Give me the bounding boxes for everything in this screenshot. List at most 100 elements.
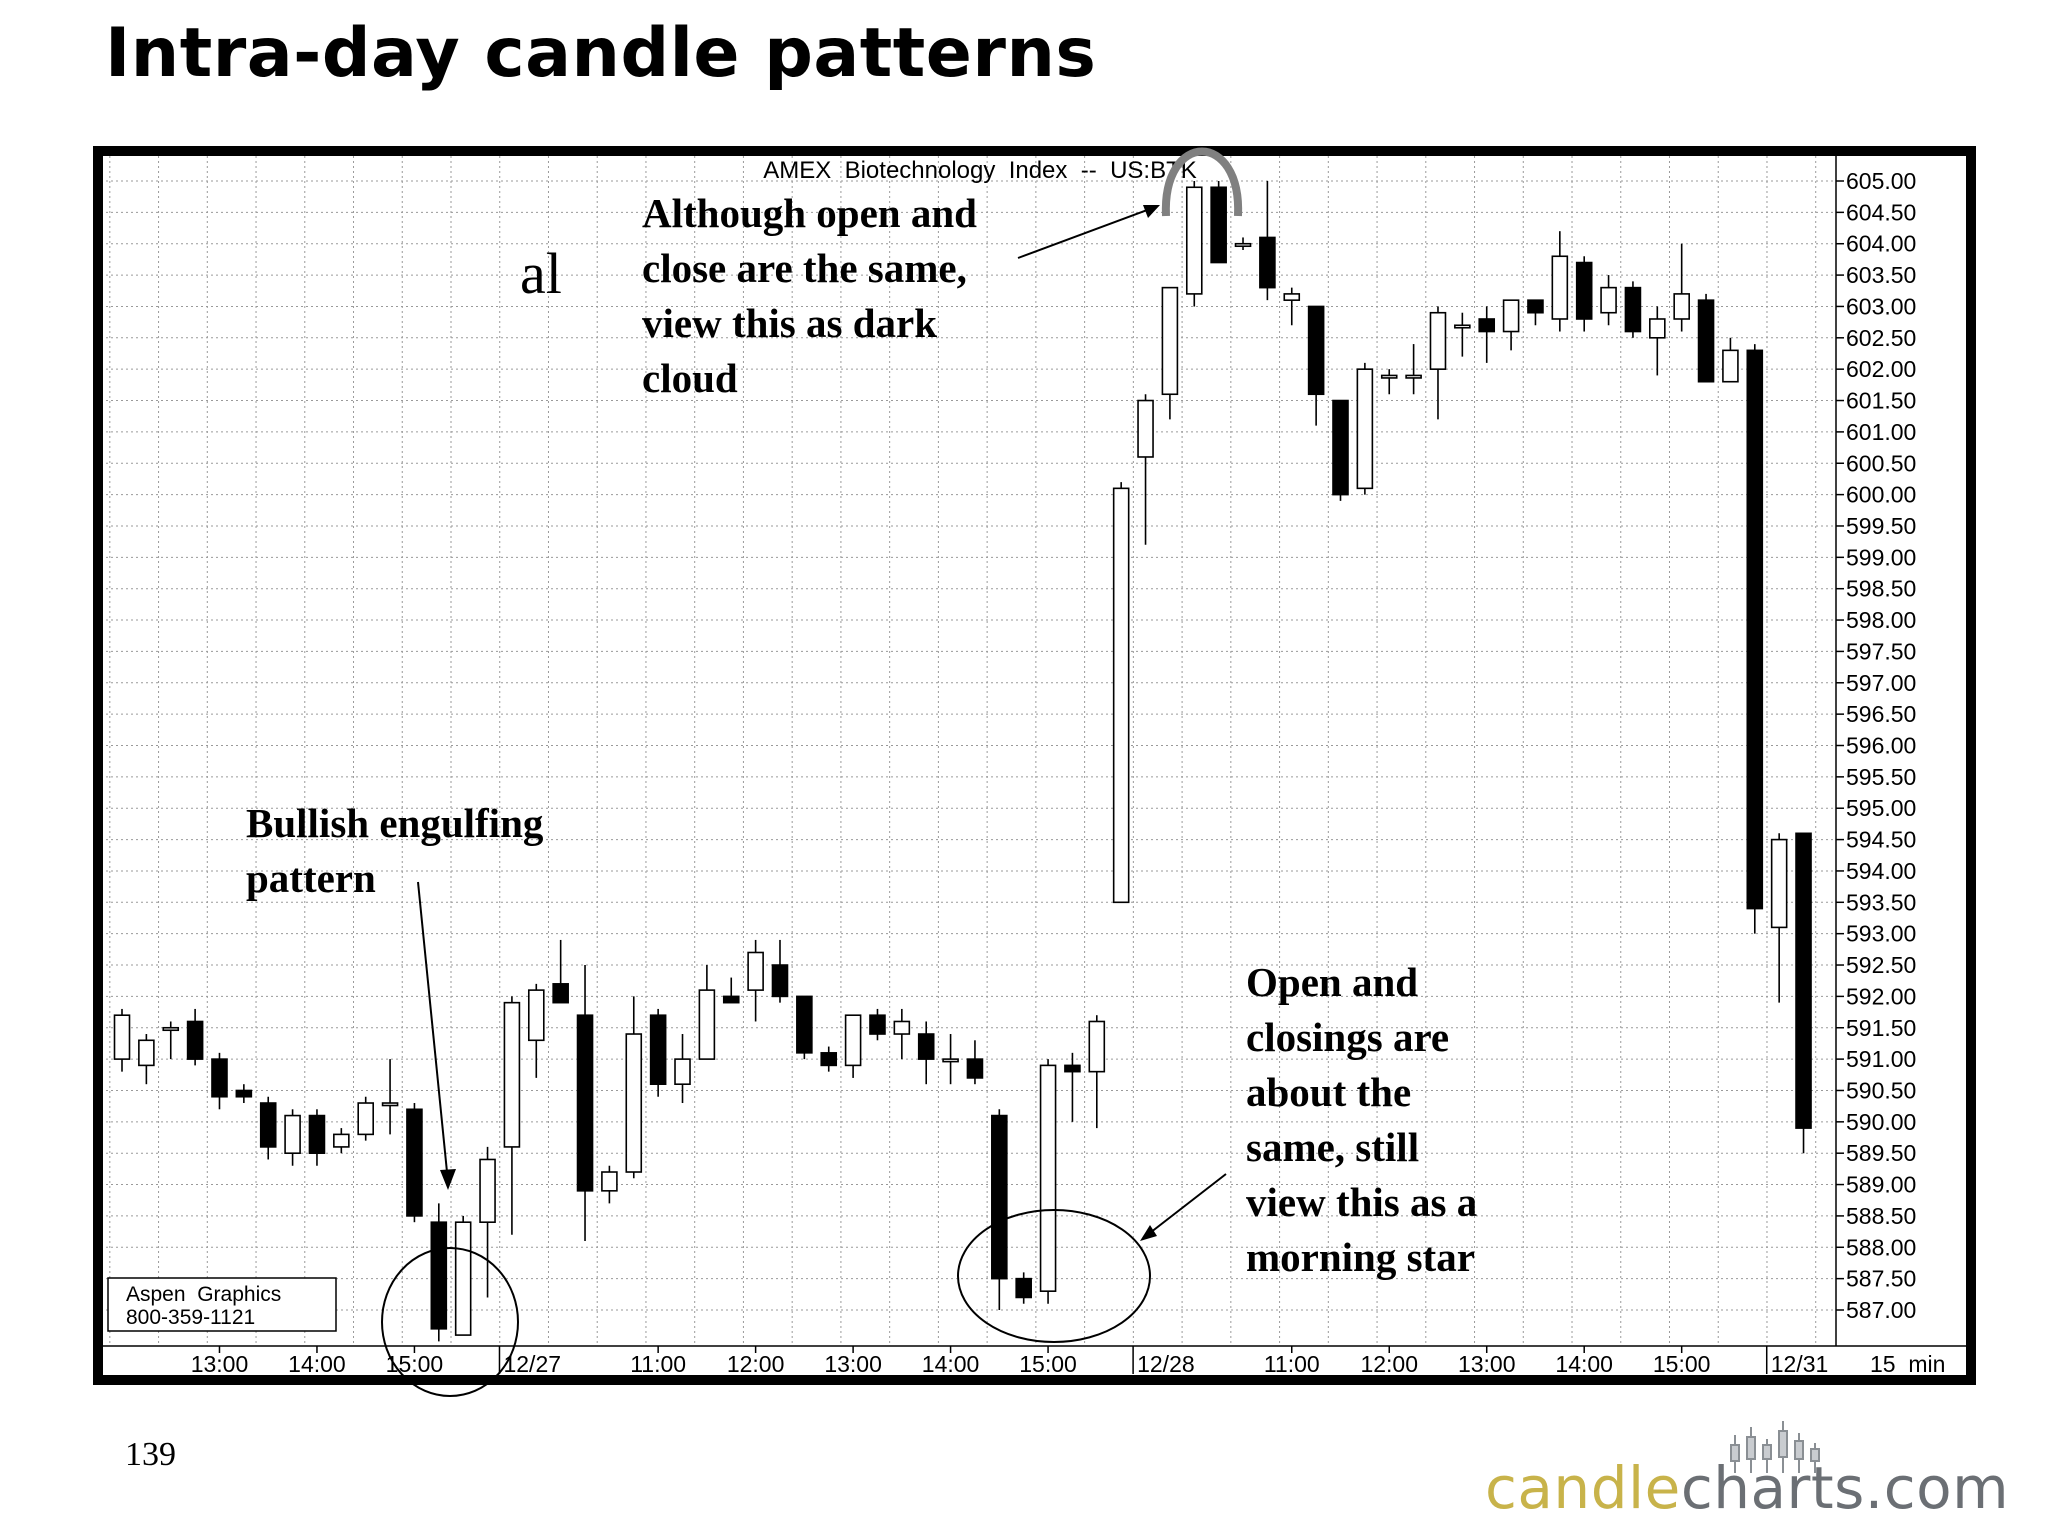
- candle: [235, 1084, 253, 1104]
- y-tick-label: 596.50: [1846, 701, 1916, 727]
- x-tick-label: 13:00: [1458, 1351, 1516, 1377]
- candle: [552, 939, 569, 1004]
- y-tick-label: 601.00: [1846, 419, 1916, 445]
- candle-body: [527, 989, 545, 1042]
- annotation-marks: [381, 147, 1243, 1397]
- candle-body: [430, 1221, 448, 1330]
- y-tick-label: 594.00: [1846, 858, 1916, 884]
- candle: [1112, 482, 1130, 904]
- candle-body: [1600, 286, 1617, 314]
- candle: [1649, 306, 1666, 376]
- page-number: 139: [125, 1436, 176, 1473]
- candle: [406, 1103, 423, 1223]
- dark-cloud-arrowhead: [1143, 205, 1160, 218]
- candle: [1039, 1059, 1057, 1304]
- candle: [186, 1008, 204, 1066]
- interval-label: 15 min: [1870, 1351, 1945, 1377]
- candle-body: [1551, 255, 1569, 320]
- y-tick-label: 601.50: [1846, 388, 1916, 414]
- slide-title: Intra-day candle patterns: [105, 14, 1097, 93]
- candle-body: [1185, 186, 1203, 295]
- y-tick-label: 587.50: [1846, 1266, 1916, 1292]
- candle: [796, 995, 813, 1060]
- candle: [601, 1165, 618, 1204]
- candle-body: [698, 989, 716, 1060]
- candle-body: [1429, 311, 1447, 370]
- y-tick-label: 591.50: [1846, 1015, 1916, 1041]
- x-tick-label: 14:00: [922, 1351, 980, 1377]
- candle: [991, 1109, 1008, 1310]
- morning-star-circle: [957, 1209, 1151, 1343]
- candle: [1575, 256, 1593, 332]
- y-tick-label: 596.00: [1846, 733, 1916, 759]
- candle-body: [381, 1102, 399, 1107]
- candle: [1478, 306, 1496, 363]
- candle-body: [674, 1058, 691, 1085]
- candle: [820, 1046, 838, 1072]
- candle-body: [138, 1039, 155, 1067]
- candle: [698, 965, 716, 1060]
- time-axis: 13:00 14:00 15:00 12/27 11:00 12:00 13:00 14:00…: [191, 1346, 1945, 1377]
- x-tick-label: 14:00: [288, 1351, 346, 1377]
- candle-body: [1137, 399, 1154, 458]
- x-tick-label: 12/31: [1771, 1351, 1829, 1377]
- logo-text-secondary: charts.com: [1680, 1454, 2010, 1522]
- dark-cloud-note: Although open and close are the same, vi…: [642, 190, 977, 401]
- candle-body: [479, 1158, 496, 1223]
- y-tick-label: 592.50: [1846, 952, 1916, 978]
- candle: [284, 1109, 301, 1166]
- candle: [771, 939, 789, 1003]
- x-tick-label: 15:00: [1019, 1351, 1077, 1377]
- candle-body: [552, 983, 569, 1004]
- x-tick-label: 12:00: [1360, 1351, 1418, 1377]
- candle: [1405, 344, 1422, 395]
- x-tick-label: 12/27: [503, 1351, 561, 1377]
- y-tick-label: 604.50: [1846, 199, 1916, 225]
- candle: [942, 1034, 959, 1085]
- y-tick-label: 593.00: [1846, 921, 1916, 947]
- candle: [1527, 299, 1544, 326]
- candle-body: [722, 995, 740, 1004]
- candle-body: [625, 1033, 643, 1173]
- vendor-box: Aspen Graphics 800-359-1121: [107, 1277, 337, 1332]
- y-tick-label: 599.00: [1846, 544, 1916, 570]
- candle-body: [1356, 368, 1374, 490]
- y-tick-label: 598.00: [1846, 607, 1916, 633]
- candle: [1551, 231, 1569, 332]
- candle-body: [820, 1052, 838, 1067]
- candle: [113, 1008, 131, 1072]
- x-tick-label: 11:00: [1264, 1351, 1320, 1377]
- price-axis: 605.00 604.50 604.00 603.50 603.00 602.50 602.…: [1836, 168, 1916, 1323]
- candle: [1624, 281, 1642, 338]
- candle: [1088, 1015, 1106, 1129]
- candle-body: [186, 1020, 204, 1060]
- candle-body: [576, 1014, 594, 1192]
- candle-body: [113, 1014, 131, 1060]
- y-tick-label: 588.00: [1846, 1234, 1916, 1260]
- candle-body: [1015, 1277, 1032, 1299]
- candle-body: [1770, 838, 1788, 929]
- y-tick-label: 598.50: [1846, 576, 1916, 602]
- candle: [381, 1059, 399, 1135]
- bullish-engulfing-note: Bullish engulfing pattern: [246, 800, 544, 901]
- candle: [649, 1008, 667, 1097]
- candle: [893, 1008, 911, 1060]
- candle-body: [1332, 399, 1349, 496]
- candle-body: [1234, 242, 1252, 248]
- y-tick-label: 597.50: [1846, 638, 1916, 664]
- candle-body: [1527, 299, 1544, 314]
- candle-body: [917, 1033, 935, 1060]
- candle-body: [1307, 305, 1325, 396]
- candle: [479, 1146, 496, 1298]
- candle-body: [308, 1114, 326, 1154]
- candle: [1454, 312, 1471, 357]
- candlecharts-logo: candlecharts.com: [1485, 1415, 2025, 1530]
- bullish-engulfing-circle: [381, 1247, 519, 1397]
- logo-candles-icon: [1730, 1421, 1820, 1473]
- candle: [1600, 275, 1617, 326]
- candle-body: [1722, 349, 1739, 383]
- y-tick-label: 604.00: [1846, 231, 1916, 257]
- candle-body: [1283, 293, 1301, 301]
- logo-text-primary: candle: [1485, 1454, 1681, 1522]
- candle: [1429, 306, 1447, 420]
